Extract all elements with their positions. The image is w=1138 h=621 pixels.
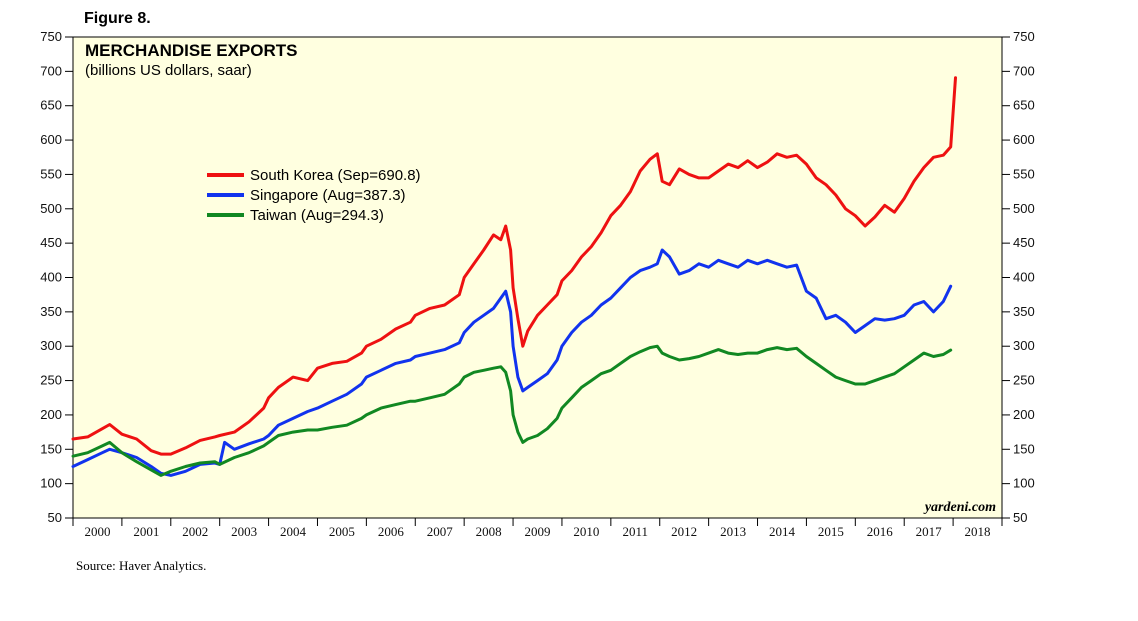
figure-label: Figure 8.	[84, 10, 151, 27]
left-y-tick-label: 400	[40, 270, 62, 285]
left-y-tick-label: 650	[40, 98, 62, 113]
right-y-tick-label: 50	[1013, 510, 1027, 525]
x-tick-label: 2002	[182, 524, 208, 539]
x-tick-label: 2009	[525, 524, 551, 539]
chart-subtitle: (billions US dollars, saar)	[85, 62, 252, 79]
left-y-tick-label: 150	[40, 441, 62, 456]
chart-title: MERCHANDISE EXPORTS	[85, 41, 298, 60]
series-line-taiwan	[71, 344, 953, 477]
right-y-tick-label: 100	[1013, 476, 1035, 491]
x-tick-label: 2004	[280, 524, 307, 539]
x-tick-label: 2005	[329, 524, 355, 539]
x-tick-label: 2015	[818, 524, 844, 539]
x-tick-label: 2007	[427, 524, 454, 539]
x-tick-label: 2014	[769, 524, 796, 539]
left-y-tick-label: 550	[40, 166, 62, 181]
x-tick-label: 2018	[965, 524, 991, 539]
legend: South Korea (Sep=690.8) Singapore (Aug=38…	[207, 167, 421, 224]
left-y-tick-label: 200	[40, 407, 62, 422]
left-y-tick-label: 50	[48, 510, 62, 525]
right-y-tick-label: 300	[1013, 338, 1035, 353]
source-note: Source: Haver Analytics.	[76, 558, 206, 573]
right-y-tick-label: 500	[1013, 201, 1035, 216]
left-y-axis: 50 100 150 200 250 300 350 400 450 500 550 600 650 70…	[40, 29, 73, 525]
right-y-tick-label: 250	[1013, 373, 1035, 388]
x-tick-label: 2010	[573, 524, 599, 539]
series-line-south-korea	[71, 76, 957, 456]
legend-label: Singapore (Aug=387.3)	[250, 187, 406, 204]
left-y-tick-label: 250	[40, 373, 62, 388]
left-y-tick-label: 750	[40, 29, 62, 44]
left-y-tick-label: 100	[40, 476, 62, 491]
x-tick-label: 2017	[916, 524, 943, 539]
right-y-tick-label: 650	[1013, 98, 1035, 113]
x-tick-label: 2012	[671, 524, 697, 539]
right-y-tick-label: 200	[1013, 407, 1035, 422]
plot-area	[72, 36, 1003, 519]
left-y-tick-label: 300	[40, 338, 62, 353]
right-y-tick-label: 400	[1013, 270, 1035, 285]
series-line-singapore	[71, 248, 953, 477]
left-y-tick-label: 500	[40, 201, 62, 216]
right-y-tick-label: 450	[1013, 235, 1035, 250]
x-tick-label: 2013	[720, 524, 746, 539]
x-tick-label: 2016	[867, 524, 894, 539]
left-y-tick-label: 700	[40, 63, 62, 78]
x-tick-label: 2003	[231, 524, 257, 539]
x-axis: 2000 2001 2002 2003 2004 2005 2006 2007 2008 2009…	[72, 518, 1003, 539]
x-tick-label: 2008	[476, 524, 502, 539]
right-y-axis: 50 100 150 200 250 300 350 400 450 500 550 600 650 70…	[1002, 29, 1035, 525]
x-tick-label: 2000	[84, 524, 110, 539]
right-y-tick-label: 600	[1013, 132, 1035, 147]
x-tick-label: 2006	[378, 524, 405, 539]
right-y-tick-label: 700	[1013, 63, 1035, 78]
x-tick-label: 2001	[133, 524, 159, 539]
watermark: yardeni.com	[923, 500, 996, 515]
left-y-tick-label: 350	[40, 304, 62, 319]
right-y-tick-label: 150	[1013, 441, 1035, 456]
legend-label: Taiwan (Aug=294.3)	[250, 207, 384, 224]
right-y-tick-label: 550	[1013, 166, 1035, 181]
left-y-tick-label: 450	[40, 235, 62, 250]
left-y-tick-label: 600	[40, 132, 62, 147]
right-y-tick-label: 750	[1013, 29, 1035, 44]
x-tick-label: 2011	[623, 524, 649, 539]
legend-label: South Korea (Sep=690.8)	[250, 167, 421, 184]
right-y-tick-label: 350	[1013, 304, 1035, 319]
series-lines	[71, 76, 957, 477]
